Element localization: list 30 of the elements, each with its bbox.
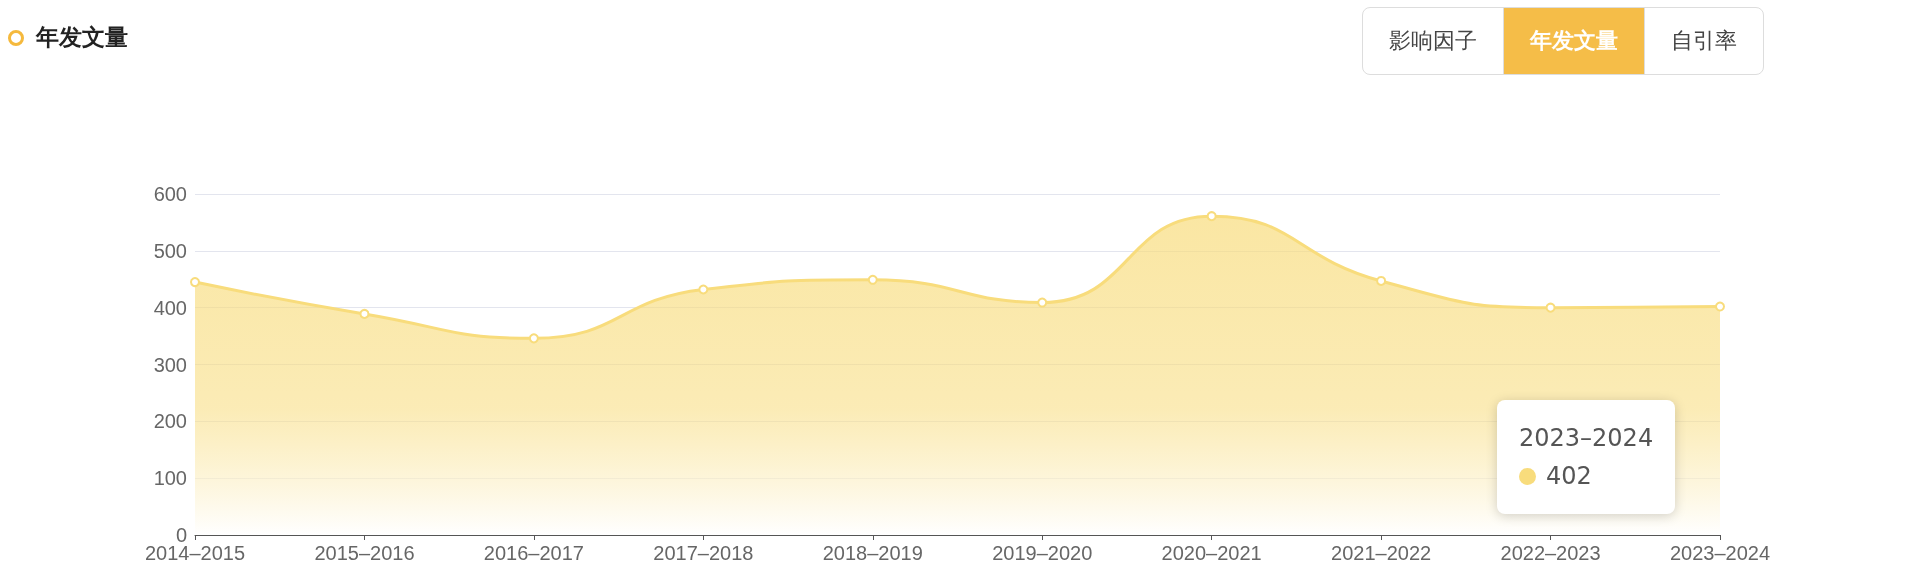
x-tick-label: 2016–2017 <box>483 542 584 564</box>
point <box>1206 211 1217 222</box>
point <box>190 277 200 288</box>
point <box>1715 301 1725 312</box>
x-tick-label: 2020–2021 <box>1161 542 1262 564</box>
point <box>359 308 370 319</box>
text: 影响因子 <box>1388 27 1478 55</box>
y-tick-label: 600 <box>153 183 187 205</box>
chart-title: 年发文量 <box>36 23 128 52</box>
x-tick-label: 2018–2019 <box>822 542 923 564</box>
y-tick-label: 100 <box>153 467 187 490</box>
point <box>867 274 878 285</box>
point <box>698 284 709 295</box>
x-tick-label: 2023–2024 <box>1669 542 1771 564</box>
point <box>1037 297 1048 308</box>
y-tick-label: 300 <box>153 353 187 376</box>
point <box>528 333 539 344</box>
y-tick-label: 200 <box>153 410 187 433</box>
x-tick-label: 2022–2023 <box>1500 542 1601 564</box>
text: 年发文量 <box>1503 8 1644 74</box>
x-tick-label: 2017–2018 <box>653 542 754 564</box>
point <box>1376 275 1387 286</box>
x-tick-label: 2021–2022 <box>1331 542 1432 564</box>
annotation: 2023–2024 402 <box>1519 424 1654 490</box>
x-tick-label: 2015–2016 <box>314 542 415 564</box>
y-tick-label: 500 <box>153 239 187 262</box>
x-tick-label: 2019–2020 <box>992 542 1093 564</box>
y-tick-label: 400 <box>153 296 187 319</box>
point <box>1545 302 1556 313</box>
text: 自引率 <box>1644 8 1763 74</box>
